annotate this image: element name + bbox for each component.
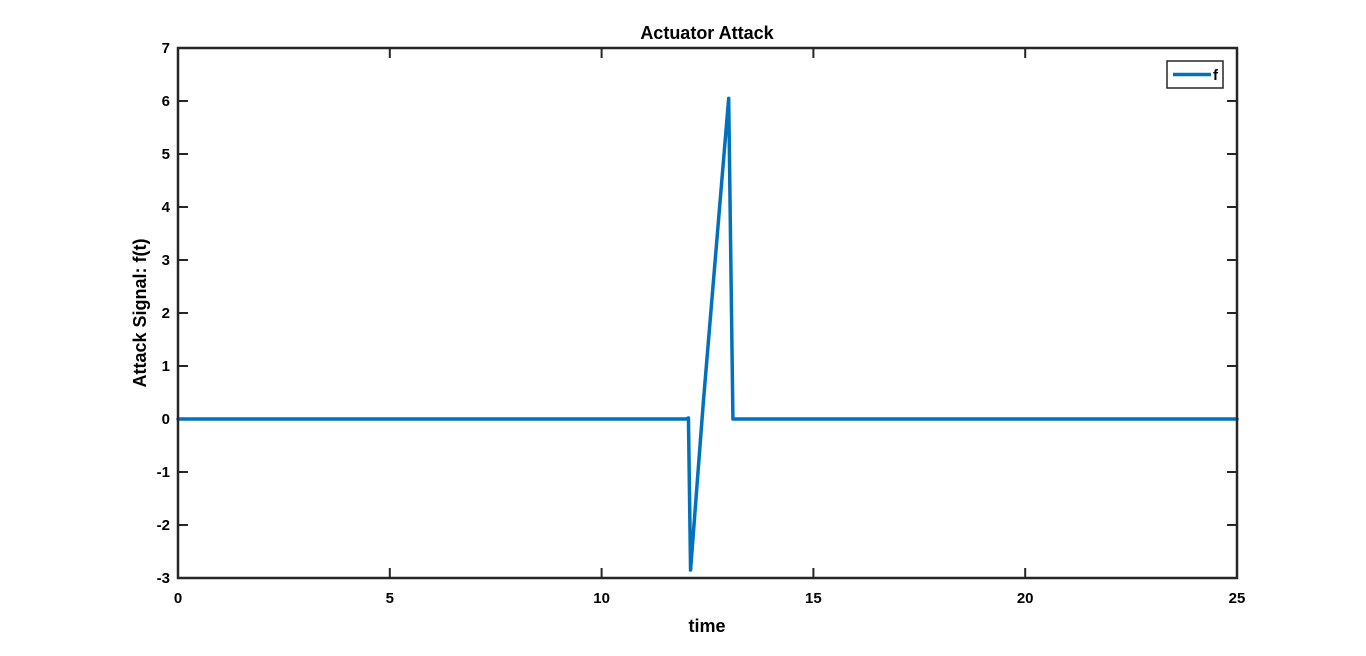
tick-labels: 0 5 10 15 20 25 -3 -2 -1 0 1 2 3 4 5 6 7 xyxy=(157,40,1246,607)
y-tick-label: 2 xyxy=(162,305,170,322)
y-tick-label: 0 xyxy=(162,411,170,428)
legend: f xyxy=(1166,60,1224,89)
plot-frame xyxy=(176,46,1239,580)
y-tick-label: -2 xyxy=(157,517,170,534)
x-tick-label: 5 xyxy=(386,590,394,607)
y-tick-label: 4 xyxy=(162,199,171,216)
x-tick-label: 10 xyxy=(593,590,610,607)
x-tick-label: 20 xyxy=(1017,590,1034,607)
y-tick-label: 5 xyxy=(162,146,170,163)
y-tick-label: 3 xyxy=(162,252,170,269)
chart-title: Actuator Attack xyxy=(640,23,774,43)
legend-label-f: f xyxy=(1213,67,1219,84)
y-tick-label: 7 xyxy=(162,40,170,57)
y-axis-label: Attack Signal: f(t) xyxy=(130,238,150,387)
y-tick-label: -3 xyxy=(157,570,170,587)
y-tick-label: 1 xyxy=(162,358,170,375)
y-tick-label: -1 xyxy=(157,464,170,481)
series-line-f xyxy=(176,96,1239,572)
axis-ticks xyxy=(177,47,1238,579)
x-tick-label: 15 xyxy=(805,590,822,607)
x-tick-label: 0 xyxy=(174,590,182,607)
x-axis-label: time xyxy=(688,616,725,636)
series-layer xyxy=(176,96,1239,572)
y-tick-label: 6 xyxy=(162,93,170,110)
x-tick-label: 25 xyxy=(1229,590,1246,607)
